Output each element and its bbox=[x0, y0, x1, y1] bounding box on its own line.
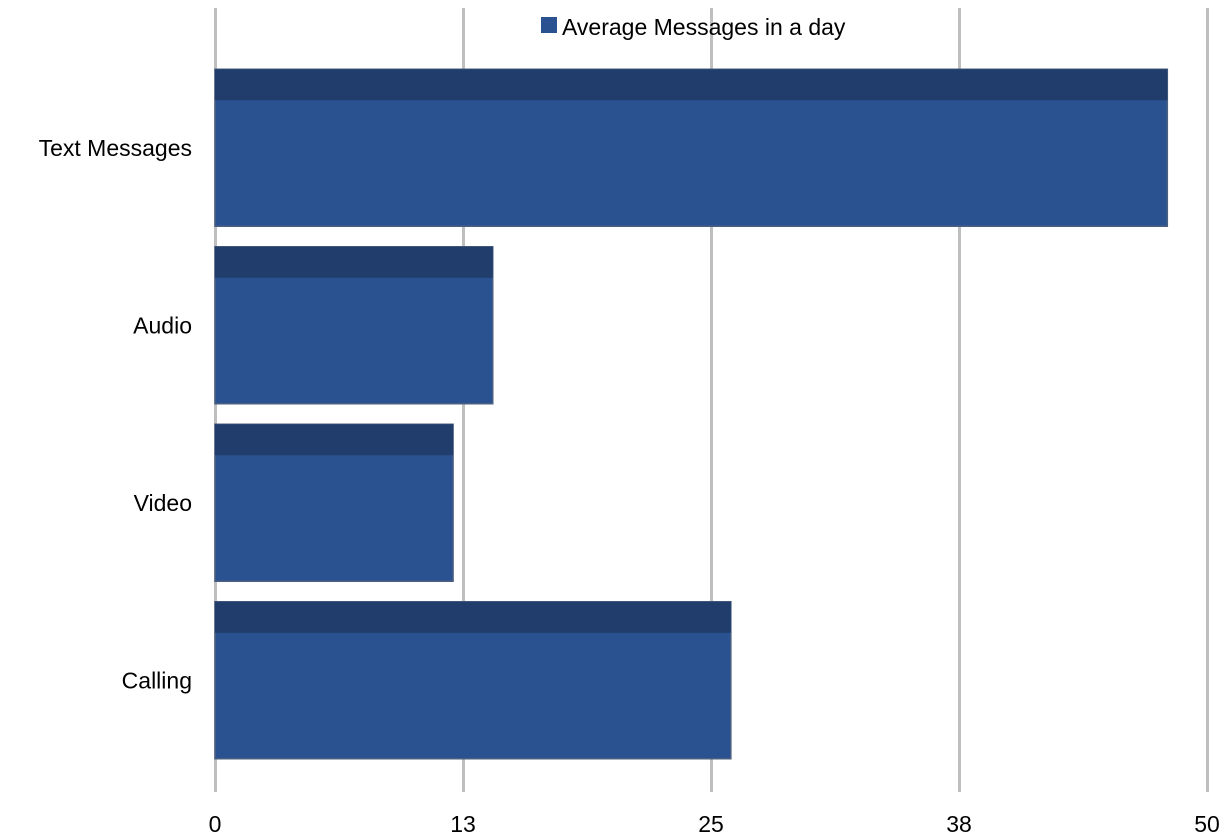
category-label: Text Messages bbox=[39, 135, 192, 161]
x-tick-label: 0 bbox=[209, 811, 222, 837]
x-tick-labels: 0 13 25 38 50 bbox=[209, 811, 1220, 837]
bar bbox=[214, 423, 454, 582]
legend-swatch bbox=[541, 17, 557, 33]
bar-top-face bbox=[215, 69, 1168, 101]
bar bbox=[214, 601, 732, 760]
category-labels: Text Messages Audio Video Calling bbox=[39, 135, 192, 694]
x-tick-label: 38 bbox=[946, 811, 972, 837]
category-label: Audio bbox=[133, 312, 192, 338]
category-label: Video bbox=[134, 490, 192, 516]
x-tick-label: 13 bbox=[450, 811, 476, 837]
bar-top-face bbox=[215, 424, 454, 456]
x-tick-label: 50 bbox=[1194, 811, 1220, 837]
category-label: Calling bbox=[122, 667, 192, 693]
bar-top-face bbox=[215, 246, 493, 278]
legend: Average Messages in a day bbox=[541, 14, 846, 40]
bar bbox=[214, 246, 494, 405]
legend-label: Average Messages in a day bbox=[562, 14, 846, 40]
bar-top-face bbox=[215, 601, 731, 633]
bars bbox=[214, 68, 1169, 760]
x-tick-label: 25 bbox=[698, 811, 724, 837]
bar bbox=[214, 68, 1169, 227]
